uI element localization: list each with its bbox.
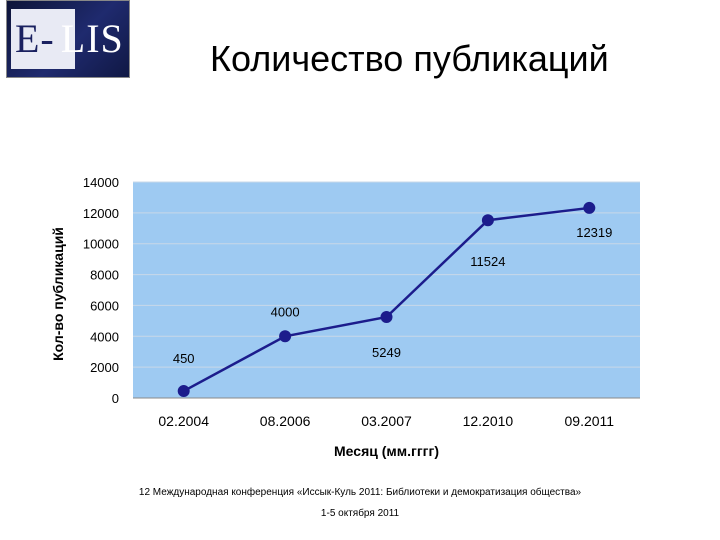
y-tick-label: 14000 xyxy=(83,175,119,190)
x-tick-label: 03.2007 xyxy=(361,413,412,429)
logo-text-suffix: LIS xyxy=(60,16,124,61)
logo-panel xyxy=(11,9,75,69)
page-title: Количество публикаций xyxy=(210,38,609,79)
data-point xyxy=(279,330,292,343)
data-label: 12319 xyxy=(576,225,612,240)
y-tick-label: 12000 xyxy=(83,206,119,221)
data-point xyxy=(177,385,190,398)
x-tick-label: 02.2004 xyxy=(158,413,209,429)
data-label: 5249 xyxy=(372,345,401,360)
y-tick-label: 8000 xyxy=(90,268,119,283)
data-points xyxy=(177,201,596,398)
x-tick-label: 09.2011 xyxy=(565,413,615,429)
data-label: 11524 xyxy=(470,254,505,269)
x-axis-label: Месяц (мм.гггг) xyxy=(334,443,439,459)
y-tick-label: 2000 xyxy=(90,360,119,375)
data-labels: 450 4000 5249 11524 12319 xyxy=(173,225,613,366)
data-point xyxy=(583,201,596,214)
data-label: 4000 xyxy=(271,304,300,319)
x-tick-label: 08.2006 xyxy=(260,413,311,429)
data-point xyxy=(380,311,393,324)
y-axis-ticks: 0 2000 4000 6000 8000 10000 12000 14000 xyxy=(83,175,119,406)
plot-area xyxy=(133,182,640,398)
y-tick-label: 4000 xyxy=(90,329,119,344)
logo-text: E- LIS xyxy=(15,15,124,63)
elis-logo: E- LIS xyxy=(6,0,130,78)
footer-conference: 12 Международная конференция «Иссык-Куль… xyxy=(138,487,582,498)
footer-dates: 1-5 октября 2011 xyxy=(320,508,400,519)
y-tick-label: 6000 xyxy=(90,298,119,313)
x-tick-label: 12.2010 xyxy=(463,413,514,429)
y-axis-label: Кол-во публикаций xyxy=(50,227,66,361)
y-tick-label: 0 xyxy=(112,391,119,406)
data-point xyxy=(481,214,494,227)
data-label: 450 xyxy=(173,351,195,366)
y-tick-label: 10000 xyxy=(83,237,119,252)
grid-lines xyxy=(133,181,640,399)
x-axis-ticks: 02.2004 08.2006 03.2007 12.2010 09.2011 xyxy=(158,413,614,429)
logo-text-prefix: E- xyxy=(15,16,55,61)
line-chart: 0 2000 4000 6000 8000 10000 12000 14000 02.2004… xyxy=(50,175,640,459)
